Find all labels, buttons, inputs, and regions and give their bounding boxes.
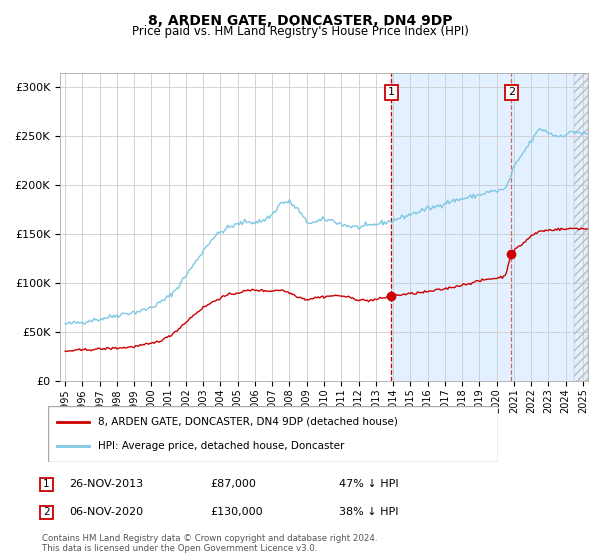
FancyBboxPatch shape	[40, 506, 53, 519]
Text: 2: 2	[508, 87, 515, 97]
Text: 26-NOV-2013: 26-NOV-2013	[69, 479, 143, 489]
FancyBboxPatch shape	[48, 406, 498, 462]
Bar	[391, 73, 588, 381]
Text: 47% ↓ HPI: 47% ↓ HPI	[339, 479, 398, 489]
Bar	[574, 73, 588, 381]
Text: Price paid vs. HM Land Registry's House Price Index (HPI): Price paid vs. HM Land Registry's House …	[131, 25, 469, 38]
FancyBboxPatch shape	[40, 478, 53, 491]
Text: £130,000: £130,000	[210, 507, 263, 517]
Text: 8, ARDEN GATE, DONCASTER, DN4 9DP: 8, ARDEN GATE, DONCASTER, DN4 9DP	[148, 14, 452, 28]
Text: 06-NOV-2020: 06-NOV-2020	[69, 507, 143, 517]
Text: £87,000: £87,000	[210, 479, 256, 489]
Text: 1: 1	[388, 87, 395, 97]
Text: 2: 2	[43, 507, 50, 517]
Text: Contains HM Land Registry data © Crown copyright and database right 2024.
This d: Contains HM Land Registry data © Crown c…	[42, 534, 377, 553]
Text: HPI: Average price, detached house, Doncaster: HPI: Average price, detached house, Donc…	[97, 441, 344, 451]
Text: 1: 1	[43, 479, 50, 489]
Text: 8, ARDEN GATE, DONCASTER, DN4 9DP (detached house): 8, ARDEN GATE, DONCASTER, DN4 9DP (detac…	[97, 417, 397, 427]
Text: 38% ↓ HPI: 38% ↓ HPI	[339, 507, 398, 517]
